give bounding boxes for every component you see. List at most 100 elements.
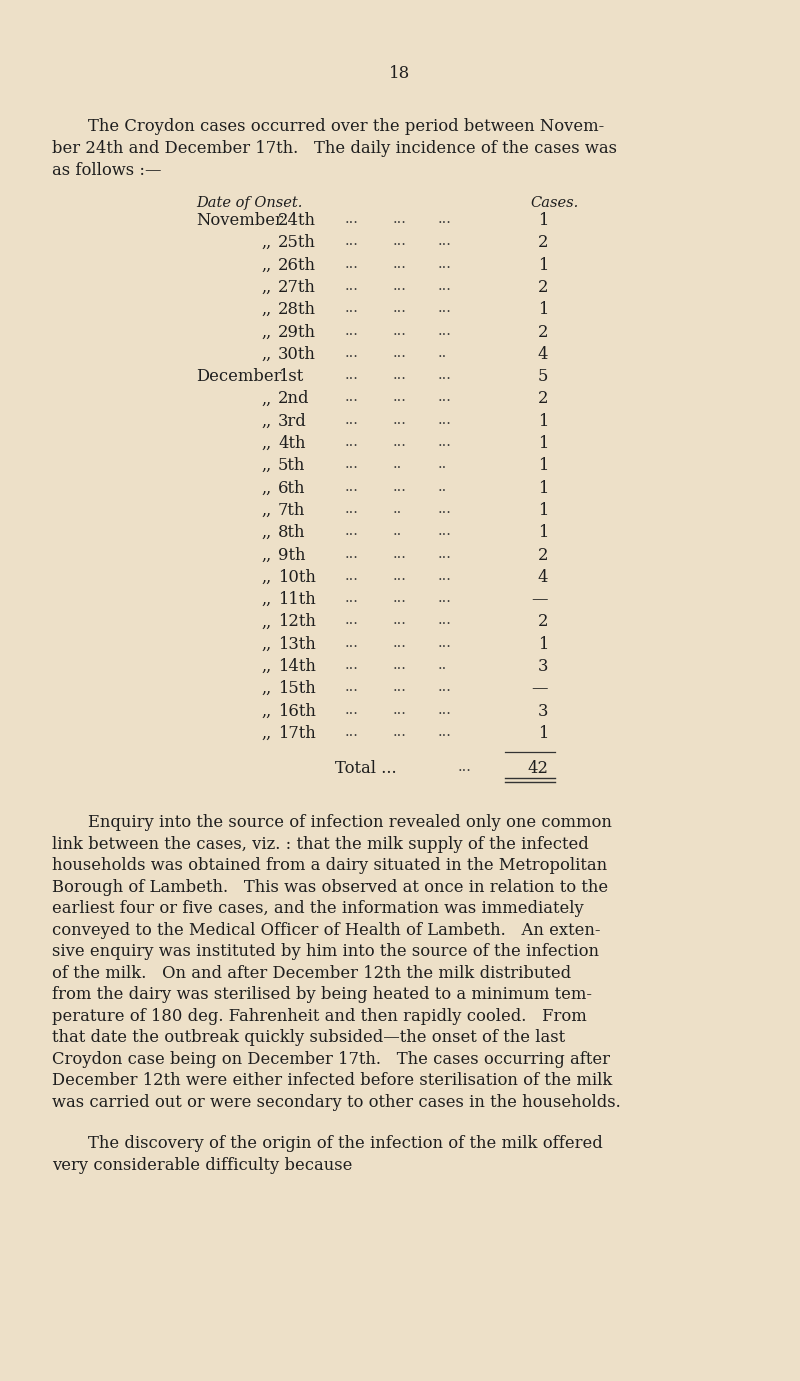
Text: ...: ... bbox=[345, 257, 359, 271]
Text: ...: ... bbox=[458, 760, 472, 775]
Text: ...: ... bbox=[438, 501, 452, 516]
Text: ...: ... bbox=[345, 725, 359, 739]
Text: 3rd: 3rd bbox=[278, 413, 306, 429]
Text: 9th: 9th bbox=[278, 547, 306, 563]
Text: 28th: 28th bbox=[278, 301, 316, 318]
Text: ...: ... bbox=[438, 213, 452, 226]
Text: ,,: ,, bbox=[261, 501, 271, 519]
Text: ,,: ,, bbox=[261, 479, 271, 497]
Text: 8th: 8th bbox=[278, 525, 306, 541]
Text: 1st: 1st bbox=[278, 369, 303, 385]
Text: ..: .. bbox=[438, 479, 447, 493]
Text: ,,: ,, bbox=[261, 279, 271, 296]
Text: ...: ... bbox=[345, 479, 359, 493]
Text: ...: ... bbox=[345, 591, 359, 605]
Text: ...: ... bbox=[393, 323, 407, 337]
Text: ...: ... bbox=[438, 591, 452, 605]
Text: ..: .. bbox=[393, 525, 402, 539]
Text: 16th: 16th bbox=[278, 703, 316, 720]
Text: 13th: 13th bbox=[278, 635, 316, 653]
Text: ...: ... bbox=[393, 257, 407, 271]
Text: 1: 1 bbox=[538, 479, 548, 497]
Text: 18: 18 bbox=[390, 65, 410, 81]
Text: ,,: ,, bbox=[261, 635, 271, 653]
Text: ...: ... bbox=[438, 413, 452, 427]
Text: Croydon case being on December 17th.   The cases occurring after: Croydon case being on December 17th. The… bbox=[52, 1051, 610, 1068]
Text: ...: ... bbox=[393, 413, 407, 427]
Text: ,,: ,, bbox=[261, 547, 271, 563]
Text: ...: ... bbox=[438, 613, 452, 627]
Text: ,,: ,, bbox=[261, 725, 271, 742]
Text: ...: ... bbox=[393, 301, 407, 315]
Text: ...: ... bbox=[438, 235, 452, 249]
Text: 4: 4 bbox=[538, 569, 548, 586]
Text: ...: ... bbox=[345, 681, 359, 695]
Text: 24th: 24th bbox=[278, 213, 316, 229]
Text: ...: ... bbox=[345, 235, 359, 249]
Text: conveyed to the Medical Officer of Health of Lambeth.   An exten-: conveyed to the Medical Officer of Healt… bbox=[52, 921, 601, 939]
Text: ...: ... bbox=[393, 591, 407, 605]
Text: ...: ... bbox=[438, 703, 452, 717]
Text: 27th: 27th bbox=[278, 279, 316, 296]
Text: 42: 42 bbox=[527, 760, 548, 778]
Text: ...: ... bbox=[438, 301, 452, 315]
Text: ...: ... bbox=[393, 279, 407, 293]
Text: ber 24th and December 17th.   The daily incidence of the cases was: ber 24th and December 17th. The daily in… bbox=[52, 139, 617, 157]
Text: 30th: 30th bbox=[278, 345, 316, 363]
Text: ...: ... bbox=[438, 435, 452, 449]
Text: sive enquiry was instituted by him into the source of the infection: sive enquiry was instituted by him into … bbox=[52, 943, 599, 960]
Text: ...: ... bbox=[345, 435, 359, 449]
Text: 12th: 12th bbox=[278, 613, 316, 630]
Text: 1: 1 bbox=[538, 457, 548, 474]
Text: 3: 3 bbox=[538, 703, 548, 720]
Text: ,,: ,, bbox=[261, 703, 271, 720]
Text: earliest four or five cases, and the information was immediately: earliest four or five cases, and the inf… bbox=[52, 900, 584, 917]
Text: ...: ... bbox=[345, 323, 359, 337]
Text: as follows :—: as follows :— bbox=[52, 162, 162, 180]
Text: ...: ... bbox=[393, 369, 407, 383]
Text: 11th: 11th bbox=[278, 591, 316, 608]
Text: 29th: 29th bbox=[278, 323, 316, 341]
Text: ...: ... bbox=[345, 657, 359, 673]
Text: ...: ... bbox=[393, 213, 407, 226]
Text: ...: ... bbox=[438, 525, 452, 539]
Text: 1: 1 bbox=[538, 501, 548, 519]
Text: ...: ... bbox=[345, 501, 359, 516]
Text: ...: ... bbox=[393, 479, 407, 493]
Text: ,,: ,, bbox=[261, 681, 271, 697]
Text: ...: ... bbox=[393, 703, 407, 717]
Text: ...: ... bbox=[345, 613, 359, 627]
Text: ,,: ,, bbox=[261, 569, 271, 586]
Text: that date the outbreak quickly subsided—the onset of the last: that date the outbreak quickly subsided—… bbox=[52, 1029, 565, 1047]
Text: 1: 1 bbox=[538, 213, 548, 229]
Text: 1: 1 bbox=[538, 413, 548, 429]
Text: 17th: 17th bbox=[278, 725, 316, 742]
Text: ...: ... bbox=[393, 345, 407, 360]
Text: ...: ... bbox=[345, 525, 359, 539]
Text: 5th: 5th bbox=[278, 457, 306, 474]
Text: ...: ... bbox=[393, 635, 407, 649]
Text: ...: ... bbox=[345, 391, 359, 405]
Text: ...: ... bbox=[393, 569, 407, 583]
Text: ,,: ,, bbox=[261, 435, 271, 452]
Text: ...: ... bbox=[345, 569, 359, 583]
Text: ,,: ,, bbox=[261, 657, 271, 675]
Text: 6th: 6th bbox=[278, 479, 306, 497]
Text: ...: ... bbox=[393, 613, 407, 627]
Text: ...: ... bbox=[345, 413, 359, 427]
Text: ...: ... bbox=[393, 435, 407, 449]
Text: ...: ... bbox=[438, 257, 452, 271]
Text: ,,: ,, bbox=[261, 591, 271, 608]
Text: ,,: ,, bbox=[261, 457, 271, 474]
Text: very considerable difficulty because: very considerable difficulty because bbox=[52, 1157, 352, 1174]
Text: 25th: 25th bbox=[278, 235, 316, 251]
Text: Cases.: Cases. bbox=[530, 196, 578, 210]
Text: Borough of Lambeth.   This was observed at once in relation to the: Borough of Lambeth. This was observed at… bbox=[52, 878, 608, 896]
Text: 2: 2 bbox=[538, 323, 548, 341]
Text: ...: ... bbox=[345, 635, 359, 649]
Text: of the milk.   On and after December 12th the milk distributed: of the milk. On and after December 12th … bbox=[52, 965, 571, 982]
Text: —: — bbox=[531, 681, 548, 697]
Text: ,,: ,, bbox=[261, 345, 271, 363]
Text: Enquiry into the source of infection revealed only one common: Enquiry into the source of infection rev… bbox=[88, 815, 612, 831]
Text: ,,: ,, bbox=[261, 613, 271, 630]
